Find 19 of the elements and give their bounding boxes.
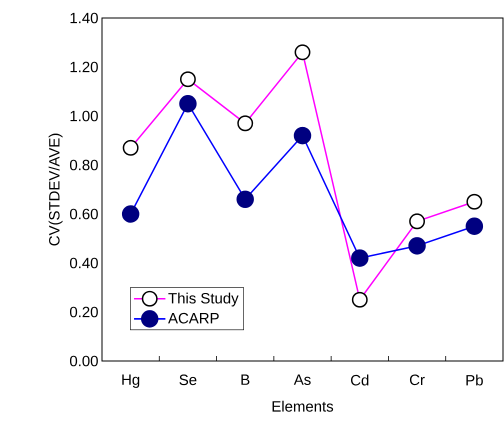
legend-label: ACARP <box>168 312 219 324</box>
y-tick-label: 0.20 <box>70 306 98 318</box>
y-tick-label: 0.80 <box>70 160 98 170</box>
x-tick-label: B <box>241 374 250 385</box>
x-tick-label: Hg <box>122 374 140 388</box>
x-tick-label: Se <box>179 374 196 386</box>
x-axis-title: Elements <box>272 400 334 412</box>
y-tick-label: 0.60 <box>70 208 98 220</box>
y-axis-title: CV(STDEV/AVE) <box>48 134 63 246</box>
x-tick-label: Cd <box>351 374 368 386</box>
y-tick-label: 0.40 <box>70 258 98 268</box>
legend-label: This Study <box>168 292 239 306</box>
x-tick-label: Pb <box>466 374 483 386</box>
y-tick-label: 1.40 <box>70 12 98 24</box>
x-tick-label: As <box>294 374 311 385</box>
y-tick-label: 1.20 <box>70 62 98 72</box>
y-tick-label: 1.00 <box>70 110 98 122</box>
x-tick-label: Cr <box>410 374 425 386</box>
y-tick-label: 0.00 <box>70 356 98 366</box>
